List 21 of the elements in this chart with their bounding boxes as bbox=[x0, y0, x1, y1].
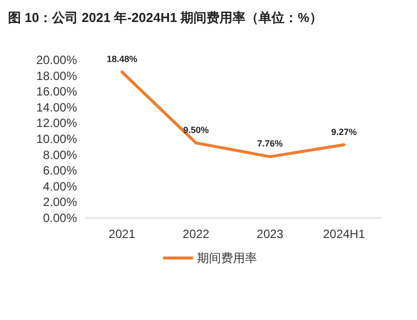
y-tick-label: 14.00% bbox=[36, 100, 78, 114]
text: 18.48% bbox=[106, 54, 138, 64]
y-tick-label: 16.00% bbox=[36, 84, 78, 99]
y-tick-label: 8.00% bbox=[42, 148, 78, 162]
x-tick-label: 2021 bbox=[108, 227, 136, 241]
y-tick-label: 10.00% bbox=[36, 132, 78, 146]
x-tick-label: 2022 bbox=[182, 227, 210, 241]
chart-title: 图 10：公司 2021 年-2024H1 期间费用率（单位：%） bbox=[8, 10, 322, 25]
y-tick-label: 20.00% bbox=[36, 53, 78, 67]
y-tick-label: 18.00% bbox=[36, 68, 78, 83]
y-tick-label: 4.00% bbox=[42, 179, 78, 194]
text: 9.27% bbox=[331, 126, 357, 137]
y-tick-label: 12.00% bbox=[36, 116, 78, 130]
y-tick-label: 0.00% bbox=[42, 211, 78, 225]
y-tick-label: 6.00% bbox=[42, 164, 78, 178]
x-tick-label: 2023 bbox=[256, 227, 284, 241]
legend-label: 期间费用率 bbox=[197, 251, 257, 265]
text: 7.76% bbox=[257, 138, 283, 149]
y-tick-label: 2.00% bbox=[42, 195, 78, 210]
text: 9.50% bbox=[183, 124, 209, 135]
x-tick-label: 2024H1 bbox=[322, 227, 366, 241]
